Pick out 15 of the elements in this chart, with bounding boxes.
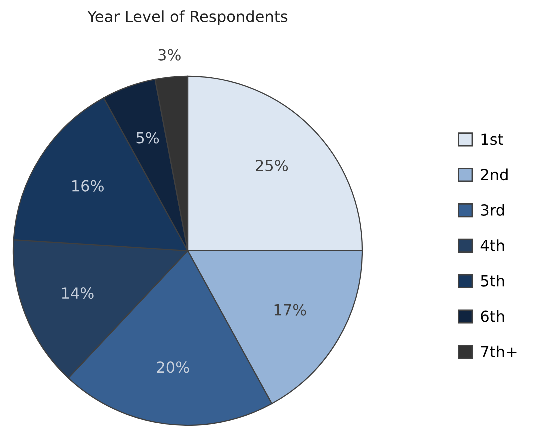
legend-label: 1st [482, 134, 504, 146]
data-label: 16% [72, 180, 104, 192]
chart-title: Year Level of Respondents [88, 10, 288, 26]
data-label: 20% [157, 362, 190, 374]
data-label: 3% [158, 49, 181, 61]
data-label: 14% [62, 288, 94, 300]
legend-label: 2nd [481, 168, 508, 181]
data-label: 25% [256, 160, 288, 172]
legend-label: 3rd [481, 204, 504, 216]
data-label: 5% [136, 132, 160, 144]
legend-label: 7th+ [481, 346, 517, 358]
data-label: 17% [274, 304, 306, 316]
legend-label: 5th [481, 275, 504, 287]
legend-label: 4th [480, 240, 504, 252]
legend-label: 6th [481, 310, 504, 322]
